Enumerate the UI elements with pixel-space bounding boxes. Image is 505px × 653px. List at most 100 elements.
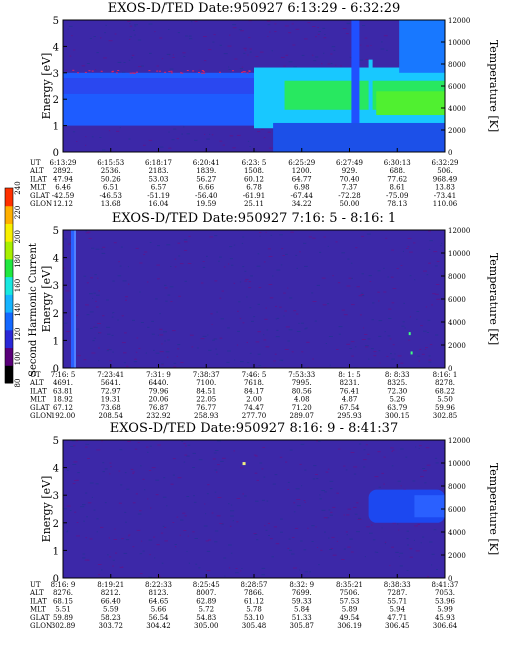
heatmap-speck (314, 320, 317, 322)
heatmap-speck (307, 366, 310, 368)
heatmap-speck (345, 33, 349, 35)
heatmap-speck (100, 248, 103, 250)
heatmap-speck (389, 565, 391, 566)
heatmap-speck (433, 529, 437, 531)
heatmap-speck (378, 486, 381, 488)
heatmap-speck (112, 559, 115, 561)
heatmap-speck (329, 488, 333, 490)
heatmap-speck (202, 266, 206, 268)
orbit-cell: 277.70 (242, 412, 267, 420)
orbit-row-name: ILAT (30, 175, 47, 183)
heatmap-speck (149, 554, 151, 556)
heatmap-speck (362, 25, 366, 26)
heatmap-speck (312, 478, 316, 480)
heatmap-speck (232, 147, 236, 149)
heatmap-speck (377, 270, 381, 272)
heatmap-speck (209, 236, 214, 238)
orbit-cell: 8:25:45 (193, 581, 220, 589)
heatmap-speck (265, 346, 270, 348)
heatmap-speck (134, 34, 136, 36)
heatmap-speck (298, 322, 300, 324)
heatmap-speck (211, 512, 214, 514)
heatmap-speck (168, 54, 171, 56)
heatmap-speck (392, 288, 397, 289)
heatmap-speck (87, 458, 90, 459)
heatmap-speck (83, 359, 87, 361)
heatmap-speck (421, 353, 425, 355)
heatmap-speck (317, 441, 321, 442)
heatmap-speck (223, 557, 227, 559)
heatmap-speck (93, 326, 98, 328)
heatmap-speck (399, 565, 403, 567)
heatmap-speck (300, 443, 305, 445)
heatmap-speck (118, 502, 122, 504)
y2-tick-label: 4000 (448, 319, 466, 327)
colorbar-swatch (5, 223, 13, 242)
heatmap-speck (316, 284, 320, 286)
heatmap-speck (166, 244, 171, 246)
heatmap-background (63, 230, 445, 368)
heatmap-speck (263, 339, 267, 341)
heatmap-speck (169, 68, 174, 70)
orbit-cell: 6.57 (151, 184, 167, 192)
heatmap-speck (96, 294, 100, 296)
colorbar-tick-label: 80 (14, 379, 22, 388)
orbit-cell: 300.15 (385, 412, 410, 420)
heatmap-speck (85, 144, 87, 146)
heatmap-speck (67, 469, 69, 471)
heatmap-speck (285, 253, 288, 255)
heatmap-speck (343, 465, 346, 467)
heatmap-speck (165, 351, 170, 353)
heatmap-speck (148, 70, 151, 72)
heatmap-speck (230, 510, 235, 512)
heatmap-speck (77, 72, 79, 74)
orbit-cell: 6:15:53 (97, 159, 124, 167)
heatmap-speck (206, 138, 210, 140)
heatmap-speck (92, 340, 95, 342)
heatmap-speck (304, 328, 307, 330)
heatmap-speck (132, 546, 135, 548)
heatmap-speck (242, 236, 245, 238)
orbit-row-name: ILAT (30, 597, 47, 605)
orbit-row-name: ALT (29, 589, 44, 597)
heatmap-speck (202, 261, 205, 262)
orbit-cell: 5.50 (437, 396, 453, 404)
heatmap-speck (85, 492, 88, 494)
heatmap-speck (397, 355, 402, 357)
heatmap-speck (265, 231, 267, 233)
heatmap-speck (162, 496, 167, 498)
heatmap-speck (216, 311, 218, 313)
y2-tick-label: 8000 (448, 61, 466, 69)
heatmap-speck (136, 529, 141, 531)
orbit-cell: 53.10 (244, 614, 264, 622)
heatmap-speck (315, 56, 319, 58)
heatmap-speck (409, 548, 413, 550)
heatmap-speck (361, 235, 364, 237)
heatmap-speck (100, 526, 104, 528)
heatmap-speck (406, 248, 409, 249)
heatmap-speck (273, 526, 277, 528)
heatmap-speck (262, 447, 265, 448)
heatmap-speck (268, 535, 270, 536)
heatmap-speck (236, 521, 239, 523)
heatmap-speck (270, 234, 273, 236)
y2-tick-label: 8000 (448, 273, 466, 281)
orbit-cell: 63.81 (53, 387, 73, 395)
heatmap-speck (96, 531, 98, 533)
heatmap-speck (241, 66, 244, 68)
heatmap-speck (183, 126, 185, 128)
heatmap-speck (189, 38, 193, 40)
heatmap-speck (383, 456, 386, 458)
heatmap-speck (74, 511, 77, 513)
orbit-cell: 7053. (435, 589, 455, 597)
heatmap-speck (108, 537, 110, 539)
heatmap-speck (351, 304, 355, 306)
heatmap-speck (134, 448, 138, 450)
heatmap-speck (148, 23, 153, 25)
orbit-row-name: UT (30, 159, 41, 167)
heatmap-speck (350, 551, 354, 553)
heatmap-speck (440, 245, 442, 247)
heatmap-speck (72, 49, 76, 51)
heatmap-speck (184, 454, 188, 456)
heatmap-speck (223, 266, 226, 268)
